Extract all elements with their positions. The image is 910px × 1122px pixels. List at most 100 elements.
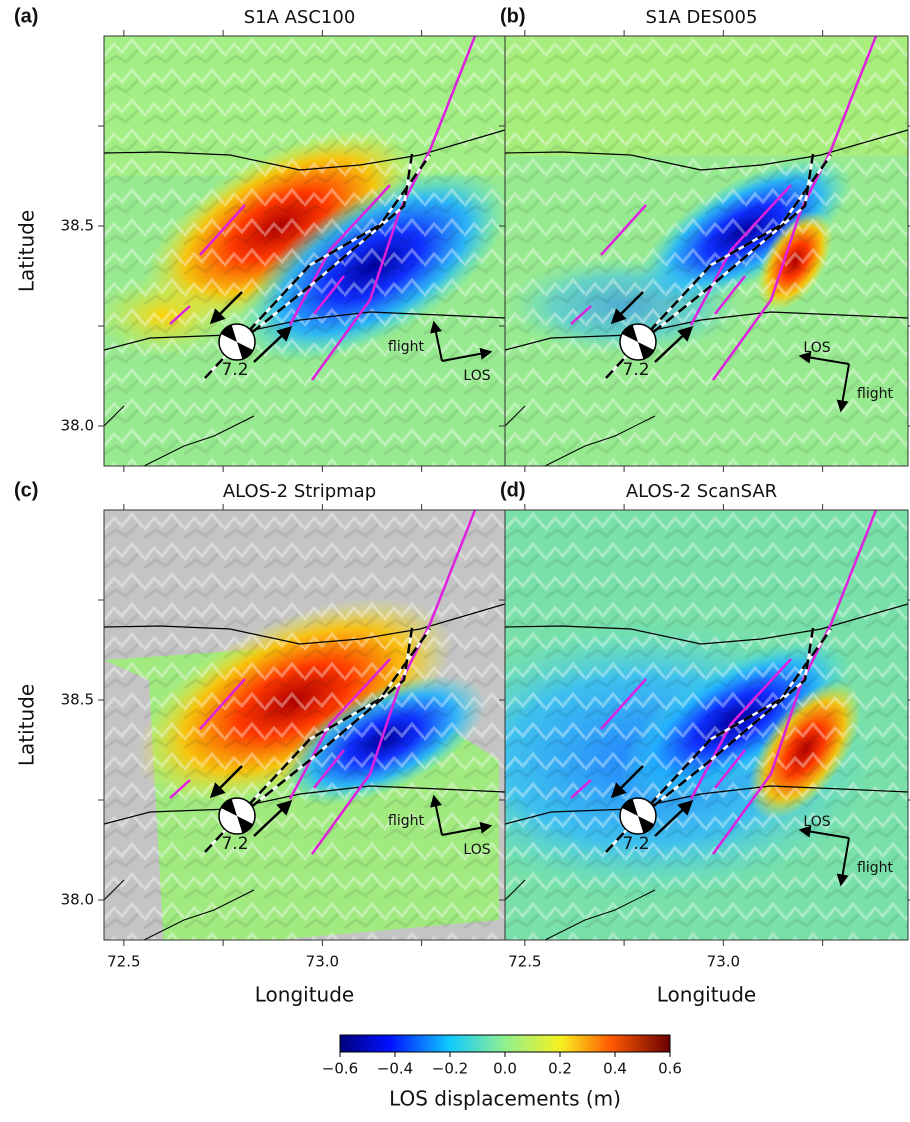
border-line xyxy=(104,603,505,645)
annotations: 7.2 LOS flight xyxy=(622,814,893,887)
map-panel xyxy=(104,36,505,466)
fault xyxy=(689,658,792,800)
x-tick-label: 72.5 xyxy=(107,953,140,971)
focal-mechanism xyxy=(621,798,655,834)
rupture xyxy=(605,154,833,379)
panel-label: (d) xyxy=(500,479,526,501)
los-arrow xyxy=(798,351,850,365)
border-line xyxy=(104,879,125,901)
y-axis-label: Latitude xyxy=(15,684,39,766)
fault xyxy=(169,305,191,325)
y-tick-label: 38.5 xyxy=(61,691,94,709)
colorbar-tick-label: −0.6 xyxy=(322,1060,358,1078)
x-axis-label: Longitude xyxy=(657,983,756,1007)
hillshade xyxy=(104,510,505,940)
panel-title: ALOS-2 ScanSAR xyxy=(626,481,777,502)
rupture xyxy=(640,627,815,817)
fault xyxy=(199,204,246,256)
x-axis-label: Longitude xyxy=(255,983,354,1007)
border-line xyxy=(505,603,908,645)
border-line xyxy=(505,879,526,901)
fault xyxy=(313,749,345,789)
border-line xyxy=(104,311,505,351)
map-panel xyxy=(104,510,505,940)
flight-label: flight xyxy=(857,386,893,402)
los-arrow xyxy=(441,347,493,362)
y-axis-label: Latitude xyxy=(15,210,39,292)
slip-arrow xyxy=(610,765,644,799)
slip-arrow xyxy=(253,325,293,363)
annotations: 7.2 flight LOS xyxy=(221,794,493,858)
slip-arrow xyxy=(654,325,694,363)
colorbar-tick-label: −0.2 xyxy=(432,1060,468,1078)
fault xyxy=(288,184,391,326)
rupture xyxy=(605,628,833,853)
magnitude-label: 7.2 xyxy=(622,360,649,380)
rupture xyxy=(640,153,815,343)
border-line xyxy=(104,785,505,825)
x-tick-label: 72.5 xyxy=(508,953,541,971)
slip-arrow xyxy=(209,765,243,799)
fault xyxy=(714,275,746,315)
map-panel xyxy=(505,510,908,940)
colorbar-tick-label: 0.2 xyxy=(548,1060,572,1078)
fault xyxy=(313,275,345,315)
y-tick-label: 38.0 xyxy=(61,891,94,909)
los-label: LOS xyxy=(803,814,830,830)
rupture xyxy=(239,627,414,817)
panel-title: S1A ASC100 xyxy=(244,7,356,28)
magnitude-label: 7.2 xyxy=(622,834,649,854)
border-line xyxy=(505,405,526,427)
y-tick-label: 38.0 xyxy=(61,417,94,435)
rupture xyxy=(204,628,432,853)
fault xyxy=(600,204,647,256)
panel-title: ALOS-2 Stripmap xyxy=(223,481,376,502)
flight-label: flight xyxy=(388,339,424,355)
panel-label: (a) xyxy=(14,5,38,27)
fault xyxy=(570,305,592,325)
flight-label: flight xyxy=(388,813,424,829)
x-tick-label: 73.0 xyxy=(707,953,740,971)
fault xyxy=(570,779,592,799)
colorbar xyxy=(339,1034,671,1053)
border-line xyxy=(104,129,505,171)
fault xyxy=(714,749,746,789)
x-tick-label: 73.0 xyxy=(306,953,339,971)
colorbar-tick-label: 0.4 xyxy=(603,1060,627,1078)
slip-arrow xyxy=(610,291,644,325)
los-arrow xyxy=(441,821,493,836)
rupture xyxy=(204,154,432,379)
border-line xyxy=(143,415,255,466)
colorbar-tick-label: 0.6 xyxy=(658,1060,682,1078)
panel-title: S1A DES005 xyxy=(646,7,758,28)
border-line xyxy=(143,889,255,940)
border-line xyxy=(544,889,656,940)
panel-frame xyxy=(504,35,909,467)
colorbar-tick-label: −0.4 xyxy=(377,1060,413,1078)
map-panel xyxy=(505,36,908,466)
colorbar-tick-label: 0.0 xyxy=(493,1060,517,1078)
los-label: LOS xyxy=(463,842,490,858)
los-arrow xyxy=(798,825,850,839)
focal-mechanism xyxy=(621,324,655,360)
annotations: 7.2 LOS flight xyxy=(622,340,893,413)
panel-frame xyxy=(504,509,909,941)
flight-arrow xyxy=(430,320,443,362)
fault xyxy=(199,678,246,730)
border-line xyxy=(544,415,656,466)
colorbar-label: LOS displacements (m) xyxy=(389,1087,621,1111)
slip-arrow xyxy=(253,799,293,837)
magnitude-label: 7.2 xyxy=(221,360,248,380)
fault xyxy=(689,184,792,326)
border-line xyxy=(505,785,908,825)
y-tick-label: 38.5 xyxy=(61,217,94,235)
border-line xyxy=(104,405,125,427)
slip-arrow xyxy=(209,291,243,325)
fault xyxy=(288,658,391,800)
fault xyxy=(600,678,647,730)
fault xyxy=(169,779,191,799)
hillshade xyxy=(104,36,505,466)
panel-label: (c) xyxy=(14,479,38,501)
los-label: LOS xyxy=(463,368,490,384)
